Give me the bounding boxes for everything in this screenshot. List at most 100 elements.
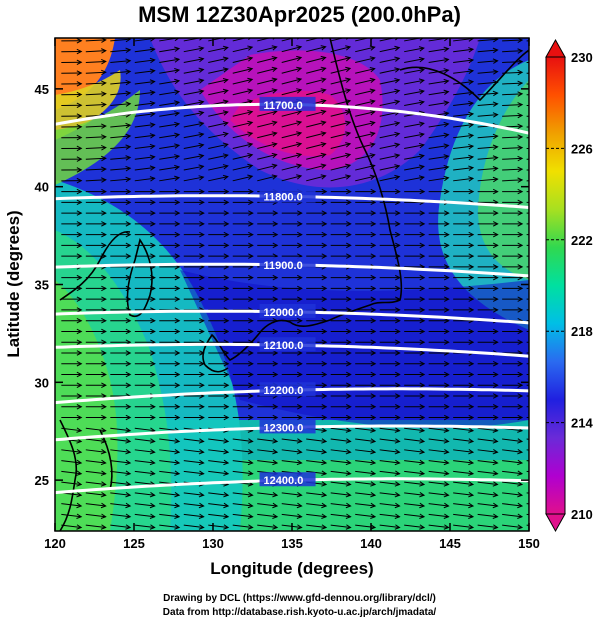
wind-vector <box>257 89 277 96</box>
wind-vector-head <box>370 307 377 313</box>
contour-label: 12000.0 <box>264 307 304 319</box>
wind-vector <box>281 89 302 96</box>
wind-vector-head <box>345 513 352 519</box>
wind-vector <box>404 438 425 442</box>
wind-vector <box>428 155 449 160</box>
wind-vector-head <box>345 131 352 137</box>
wind-vector-head <box>125 188 132 195</box>
contour-label: 11800.0 <box>264 192 303 204</box>
wind-vector-head <box>345 427 352 433</box>
wind-vector <box>134 113 155 117</box>
wind-vector-head <box>443 264 450 270</box>
wind-vector <box>159 112 180 117</box>
wind-vector-head <box>394 459 401 466</box>
contour-label: 11900.0 <box>264 260 303 272</box>
wind-vector-head <box>223 438 230 444</box>
wind-vector-head <box>125 459 132 466</box>
wind-vector-head <box>419 328 426 335</box>
x-tick-label: 120 <box>44 536 66 551</box>
wind-vector-head <box>100 438 107 444</box>
wind-vector-head <box>346 242 352 249</box>
wind-vector <box>183 58 204 63</box>
wind-vector <box>453 492 474 496</box>
wind-vector <box>281 164 302 171</box>
wind-vector-head <box>321 414 328 421</box>
wind-vector-head <box>517 210 524 216</box>
wind-vector-head <box>76 513 83 519</box>
wind-vector-head <box>76 414 83 421</box>
wind-vector-head <box>443 154 450 160</box>
wind-vector-head <box>517 48 524 54</box>
wind-vector <box>330 78 351 85</box>
wind-vector-head <box>492 307 499 313</box>
wind-vector-head <box>468 100 475 107</box>
wind-vector-head <box>272 296 279 302</box>
wind-vector-head <box>248 296 254 302</box>
wind-vector <box>110 146 131 150</box>
wind-vector <box>379 38 396 42</box>
wind-vector-head <box>125 414 132 421</box>
wind-vector-head <box>468 165 475 171</box>
wind-vector <box>379 133 400 139</box>
wind-vector <box>502 438 523 442</box>
wind-vector <box>404 176 424 182</box>
wind-vector-head <box>395 339 401 345</box>
wind-vector-head <box>101 253 107 259</box>
wind-vector-head <box>394 524 401 530</box>
wind-vector-head <box>492 470 499 476</box>
wind-vector-head <box>271 174 278 180</box>
wind-vector-head <box>248 210 254 216</box>
wind-vector-head <box>272 210 279 216</box>
wind-vector-head <box>419 253 426 259</box>
wind-vector-head <box>199 274 205 281</box>
wind-vector-head <box>517 264 524 270</box>
wind-vector-head <box>320 120 327 126</box>
wind-vector <box>281 46 302 53</box>
wind-vector-head <box>418 56 425 63</box>
wind-vector-head <box>418 67 425 73</box>
wind-vector <box>183 513 204 518</box>
wind-vector-head <box>174 414 181 421</box>
wind-vector-head <box>247 524 254 530</box>
x-tick-label: 135 <box>281 536 303 551</box>
wind-vector <box>379 449 400 453</box>
wind-vector-head <box>222 45 229 52</box>
wind-vector-head <box>517 481 524 487</box>
wind-vector-head <box>222 131 229 138</box>
wind-vector-head <box>443 253 450 259</box>
wind-vector-head <box>174 274 181 281</box>
wind-vector <box>502 168 523 171</box>
wind-vector <box>355 481 376 485</box>
colorbar-tick-label: 222 <box>571 233 593 248</box>
wind-vector-head <box>125 328 132 335</box>
wind-vector-head <box>223 502 230 509</box>
wind-vector <box>502 82 523 85</box>
wind-vector-head <box>419 361 426 367</box>
wind-vector <box>477 460 498 464</box>
wind-vector-head <box>419 481 426 487</box>
wind-vector <box>134 438 155 442</box>
wind-vector-head <box>320 142 327 148</box>
wind-vector <box>404 69 424 74</box>
wind-vector-head <box>443 492 450 498</box>
wind-vector <box>183 79 204 85</box>
wind-vector <box>404 165 424 171</box>
wind-vector-head <box>198 67 205 73</box>
wind-vector-head <box>76 382 83 388</box>
wind-vector <box>110 470 131 475</box>
wind-vector <box>85 524 106 529</box>
wind-vector <box>477 449 498 453</box>
wind-vector-head <box>492 296 499 302</box>
wind-vector <box>208 449 229 453</box>
wind-vector <box>379 503 400 507</box>
wind-vector <box>355 57 375 63</box>
wind-vector-head <box>419 210 426 216</box>
wind-vector <box>85 71 106 74</box>
height-contours: 11700.0 11800.0 11900.0 12000.0 12100.0 12200… <box>55 96 529 495</box>
wind-vector-head <box>223 371 230 378</box>
wind-vector <box>502 179 523 182</box>
wind-vector <box>134 513 155 518</box>
wind-vector-head <box>101 296 107 302</box>
wind-vector-head <box>199 210 205 216</box>
wind-vector-head <box>174 111 181 117</box>
